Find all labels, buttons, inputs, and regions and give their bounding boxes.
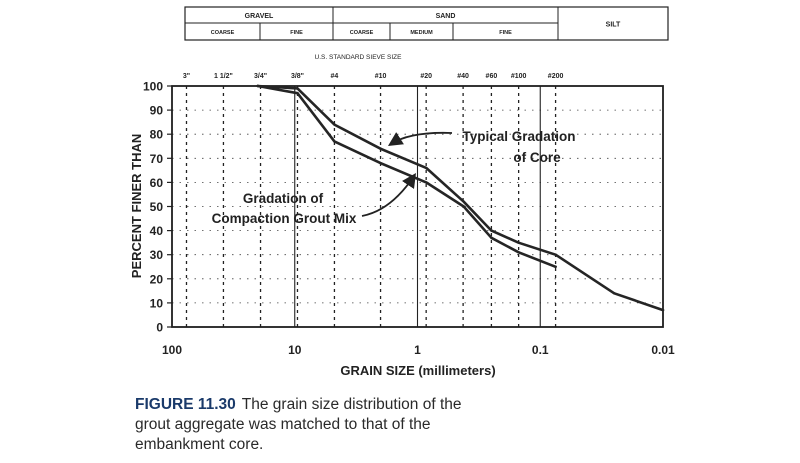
soil-classification-table: GRAVEL SAND SILT COARSE FINE COARSE MEDIUM FINE (184, 6, 669, 41)
core-gradation-point (554, 253, 557, 256)
sieve-label: 1 1/2" (214, 73, 233, 80)
figure-caption: FIGURE 11.30 The grain size distribution … (135, 395, 495, 455)
y-tick-label: 10 (150, 296, 164, 310)
grout-mix-gradation-point (517, 251, 520, 254)
grout-annotation-line1: Gradation of (243, 191, 324, 206)
x-tick-label: 10 (288, 343, 302, 357)
grout-mix-gradation-point (554, 265, 557, 268)
table-header-cell: SILT (606, 22, 621, 29)
core-annotation-line2: of Core (513, 150, 561, 165)
core-gradation-point (462, 200, 465, 203)
chart-grid (172, 86, 663, 327)
y-tick-label: 50 (150, 200, 164, 214)
grout-annotation-arrow (361, 173, 416, 217)
figure-number: FIGURE 11.30 (135, 396, 236, 413)
y-tick-label: 40 (150, 224, 164, 238)
table-subheader-cell: MEDIUM (410, 30, 433, 36)
sieve-size-title: U.S. STANDARD SIEVE SIZE (315, 54, 403, 61)
core-gradation-point (612, 292, 616, 295)
x-tick-label: 1 (414, 343, 421, 357)
grout-mix-gradation-point (490, 236, 493, 240)
annotations-layer: Typical Gradation of Core Gradation of Comp… (212, 129, 576, 226)
grout-annotation-line2: Compaction Grout Mix (212, 211, 357, 226)
y-tick-label: 90 (150, 104, 164, 118)
sieve-label: #200 (548, 73, 564, 80)
core-gradation-point (517, 241, 520, 244)
core-gradation-point (296, 87, 299, 90)
caption-text: The grain size distribution of the grout… (135, 396, 462, 453)
core-annotation-line1: Typical Gradation (462, 129, 575, 144)
series-layer (256, 84, 665, 312)
x-tick-label: 0.01 (651, 343, 675, 357)
table-header-cell: SAND (436, 13, 456, 20)
table-subheader-cell: FINE (290, 30, 303, 36)
y-tick-label: 20 (150, 272, 164, 286)
sieve-label: 3/8" (291, 73, 304, 80)
table-subheader-cell: COARSE (211, 30, 235, 36)
y-tick-label: 100 (143, 80, 163, 94)
core-gradation-point (424, 166, 428, 170)
grout-mix-gradation-point (462, 205, 465, 208)
core-gradation-point (333, 123, 336, 126)
core-gradation-point (379, 147, 382, 150)
y-tick-label: 70 (150, 152, 164, 166)
sieve-labels: 3" 1 1/2" 3/4" 3/8" #4 #10 #20 #40 #60 #100 #200 (183, 73, 564, 80)
x-tick-label: 100 (162, 343, 182, 357)
grout-mix-gradation-point (256, 84, 259, 88)
grout-mix-gradation-point (296, 92, 299, 95)
sieve-label: #20 (420, 73, 432, 80)
x-tick-label: 0.1 (532, 343, 549, 357)
x-axis-ticks: 100 10 1 0.1 0.01 (162, 343, 675, 357)
table-subheader-cell: FINE (499, 30, 512, 36)
sieve-label: #10 (375, 73, 387, 80)
core-annotation-arrow (387, 131, 453, 146)
sieve-label: #60 (486, 73, 498, 80)
y-tick-label: 80 (150, 128, 164, 142)
core-gradation-point (661, 308, 665, 312)
sieve-label: #100 (511, 73, 527, 80)
grout-mix-gradation-point (333, 140, 336, 143)
table-header-cell: GRAVEL (245, 13, 274, 20)
core-gradation-point (490, 229, 493, 232)
sieve-label: #40 (457, 73, 469, 80)
y-axis-label: PERCENT FINER THAN (129, 134, 144, 278)
y-axis-ticks: 0 10 20 30 40 50 60 70 80 90 100 (143, 80, 172, 335)
grout-mix-gradation-point (424, 181, 428, 184)
sieve-label: 3" (183, 73, 190, 80)
y-tick-label: 30 (150, 248, 164, 262)
sieve-label: #4 (331, 73, 339, 80)
grout-mix-gradation-point (379, 161, 382, 165)
sieve-label: 3/4" (254, 73, 267, 80)
y-tick-label: 60 (150, 176, 164, 190)
table-subheader-cell: COARSE (350, 30, 374, 36)
x-axis-label: GRAIN SIZE (millimeters) (340, 363, 495, 378)
y-tick-label: 0 (156, 321, 163, 335)
